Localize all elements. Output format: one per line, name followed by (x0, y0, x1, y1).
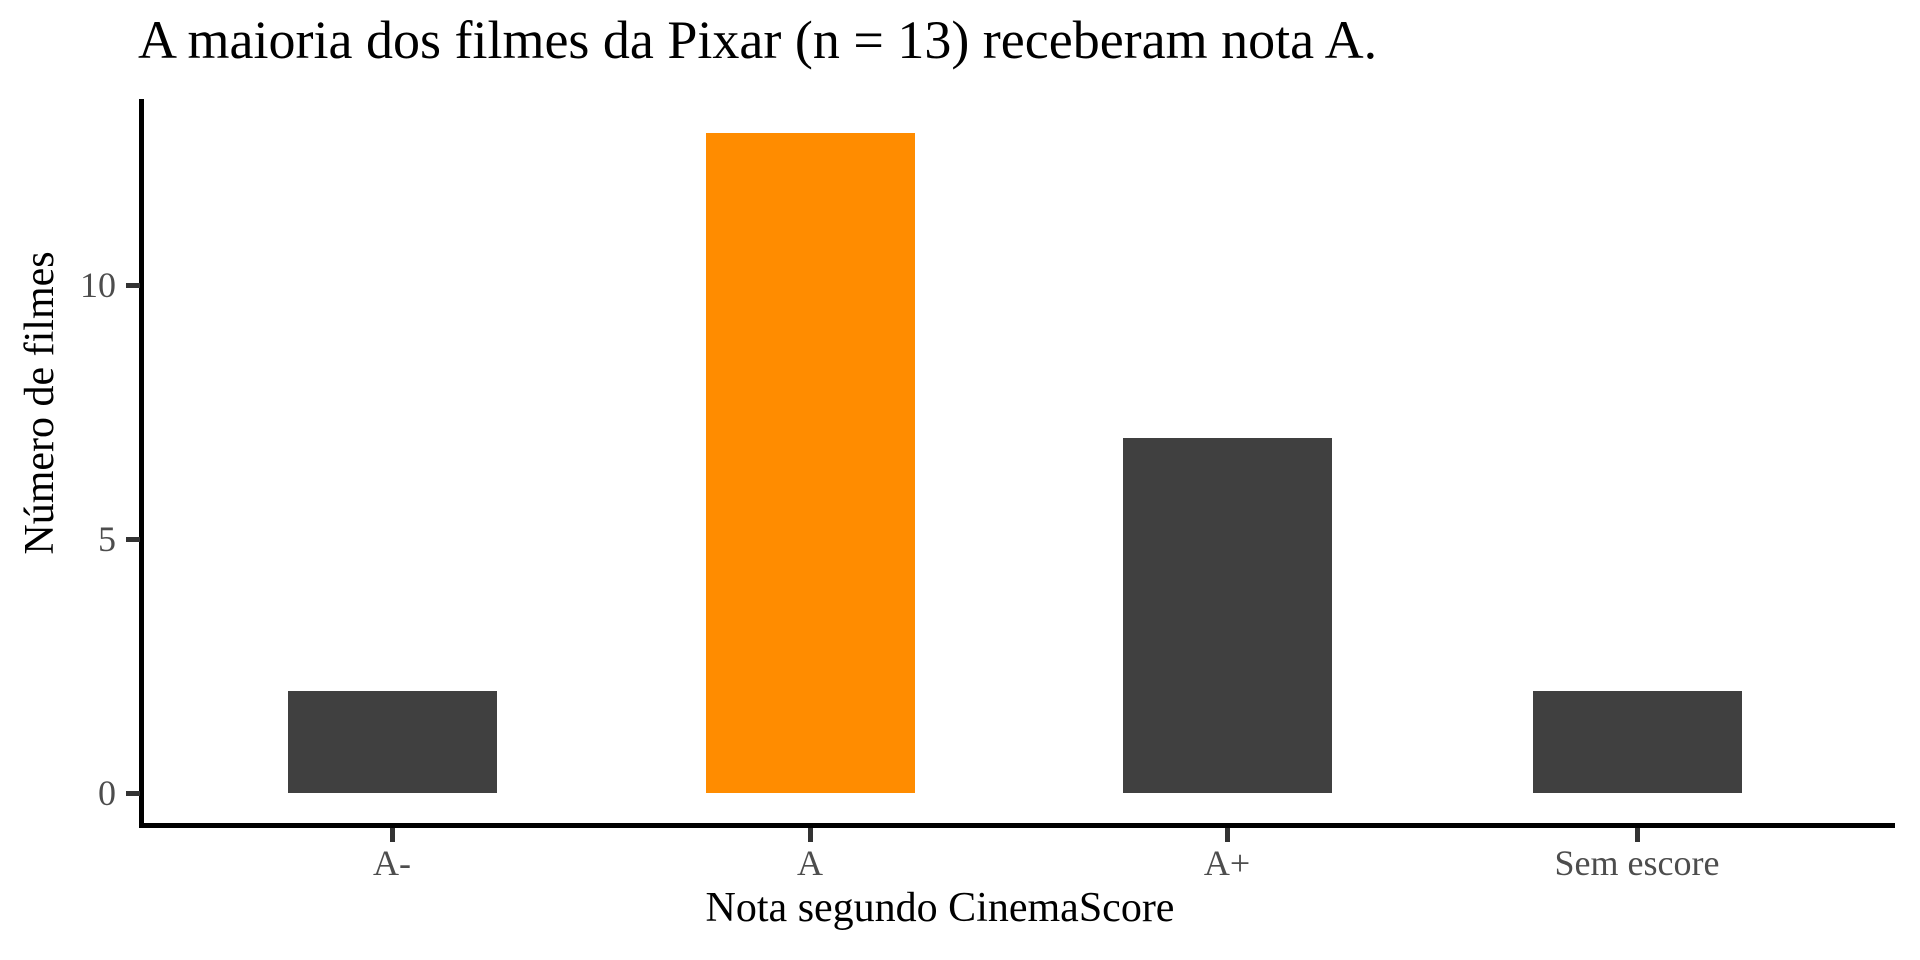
x-tick-mark (1635, 828, 1640, 842)
x-tick-label: A+ (1203, 843, 1251, 883)
bar-a+ (1122, 438, 1332, 793)
x-tick-label: A- (373, 843, 411, 883)
x-tick-mark (1225, 828, 1230, 842)
y-tick-label: 5 (98, 519, 116, 559)
y-tick-mark (126, 791, 140, 796)
x-axis-line (139, 823, 1895, 828)
y-tick-mark (126, 537, 140, 542)
x-tick-mark (390, 828, 395, 842)
y-tick-label: 0 (98, 773, 116, 813)
bar-a- (287, 691, 497, 793)
x-axis-title: Nota segundo CinemaScore (705, 885, 1175, 931)
y-tick-mark (126, 283, 140, 288)
y-tick-label: 10 (80, 265, 116, 305)
y-axis-line (139, 99, 144, 828)
chart-title: A maioria dos filmes da Pixar (n = 13) r… (138, 10, 1378, 70)
bar-sem-escore (1532, 691, 1742, 793)
bar-a (705, 133, 915, 793)
x-tick-label: Sem escore (1554, 843, 1720, 883)
x-tick-label: A (797, 843, 823, 883)
x-tick-mark (808, 828, 813, 842)
